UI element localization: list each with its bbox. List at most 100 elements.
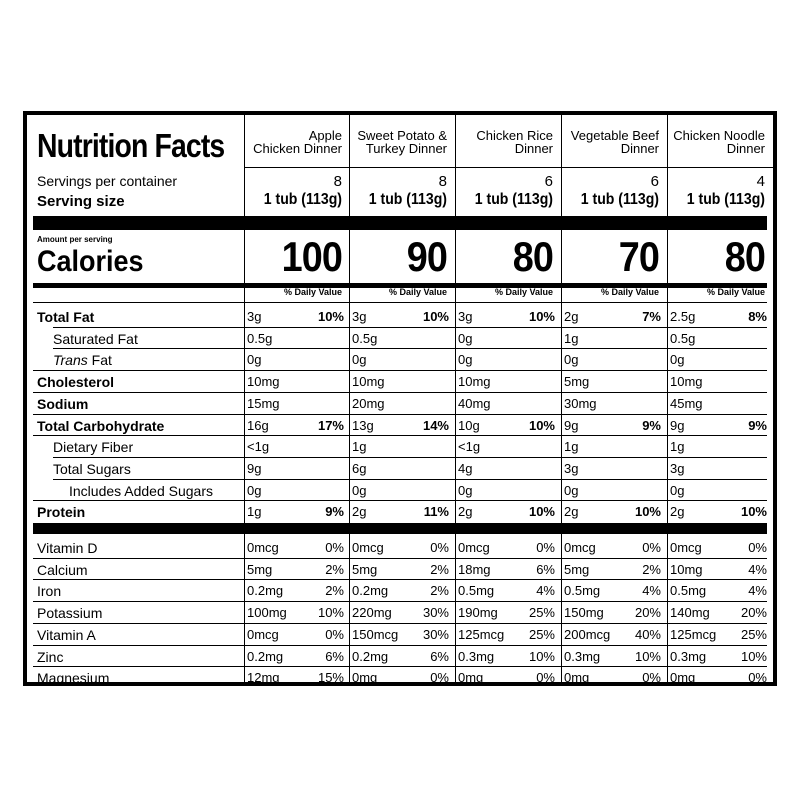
nutrient-daily-value: 0% [536,670,555,686]
nutrient-amount: 0.5mg [458,583,495,599]
nutrient-amount: 3g [247,309,262,324]
nutrient-label-7: Total Sugars [53,460,131,477]
nutrient-daily-value: 2% [430,561,449,577]
nutrient-daily-value: 4% [536,583,555,599]
nutrient-daily-value: 20% [740,605,767,621]
column-divider [455,115,456,682]
nutrient-amount: 0.5g [670,330,696,346]
nutrient-amount: 150mg [564,605,604,621]
serving-size-1: 1 tub (113g) [368,191,447,208]
nutrient-amount: 5mg [564,374,590,390]
nutrient-amount: 0g [458,482,473,498]
nutrient-label-3: Cholesterol [37,374,115,391]
row-rule [53,348,767,350]
product-name-0: Apple Chicken Dinner [253,128,342,156]
nutrient-daily-value: 30% [422,605,449,621]
nutrient-amount: 150mcg [352,626,399,642]
nutrient-amount: 0mcg [670,540,702,555]
daily-value-header-0: % Daily Value [283,287,342,297]
nutrient-label-1: Saturated Fat [53,330,138,347]
nutrient-amount: 0g [352,482,367,498]
nutrient-amount: 45mg [670,395,703,411]
nutrient-daily-value: 17% [317,417,344,433]
nutrient-daily-value: 25% [740,626,767,642]
column-divider [561,115,562,682]
nutrient-amount: 1g [670,439,685,455]
nutrient-daily-value: 0% [430,670,449,686]
servings-per-container-label: Servings per container [37,173,178,189]
nutrient-label-10: Vitamin D [37,540,98,556]
nutrient-daily-value: 2% [325,583,344,599]
nutrient-amount: 0g [352,352,367,368]
nutrient-amount: 0.5mg [564,583,601,599]
row-rule [53,326,767,328]
nutrient-daily-value: 2% [430,583,449,599]
nutrient-label-6: Dietary Fiber [53,439,134,456]
label-title: Nutrition Facts [37,127,225,164]
nutrient-amount: 5mg [564,561,590,577]
nutrient-amount: 0g [458,330,473,346]
servings-count-3: 6 [650,173,659,190]
nutrient-daily-value: 0% [325,626,344,642]
rule-below-names [244,167,773,168]
nutrient-amount: 10mg [670,374,703,390]
nutrient-daily-value: 10% [317,309,344,324]
nutrient-amount: 1g [564,330,579,346]
nutrient-amount: 1g [352,439,367,455]
nutrient-amount: 0mcg [458,540,490,555]
nutrient-amount: 2g [458,504,473,520]
nutrient-amount: 12mg [247,670,280,686]
nutrient-amount: 3g [670,460,685,476]
nutrient-daily-value: 10% [634,504,661,520]
row-rule [33,644,767,646]
nutrient-label-11: Calcium [37,561,88,578]
nutrient-amount: 4g [458,460,473,476]
serving-size-0: 1 tub (113g) [263,191,342,208]
nutrient-amount: 0mg [564,670,590,686]
nutrient-daily-value: 0% [536,540,555,555]
calories-value-2: 80 [512,233,554,280]
nutrient-amount: 0.2mg [247,648,284,664]
nutrient-amount: 10mg [670,561,703,577]
nutrient-amount: 15mg [247,395,280,411]
nutrient-amount: 140mg [670,605,710,621]
calories-value-1: 90 [406,233,448,280]
nutrient-amount: 125mcg [670,626,717,642]
nutrient-amount: 0g [247,352,262,368]
servings-count-1: 8 [438,173,447,190]
product-name-1: Sweet Potato & Turkey Dinner [357,128,447,156]
rule-below-dv [33,302,767,303]
row-rule [33,557,767,559]
row-rule [33,622,767,624]
nutrient-amount: 2.5g [670,309,696,324]
nutrient-amount: 1g [564,439,579,455]
row-rule [53,478,767,480]
row-rule [33,601,767,603]
nutrient-daily-value: 6% [325,648,344,664]
nutrient-daily-value: 10% [740,648,767,664]
nutrient-daily-value: 8% [748,309,767,324]
nutrient-daily-value: 10% [528,309,555,324]
nutrient-daily-value: 14% [422,417,449,433]
nutrient-amount: 0mcg [352,540,384,555]
nutrient-amount: <1g [247,439,270,455]
nutrient-label-4: Sodium [37,395,89,412]
nutrient-daily-value: 11% [423,504,449,520]
nutrient-daily-value: 0% [642,540,661,555]
nutrient-amount: 0g [458,352,473,368]
nutrient-label-14: Vitamin A [37,626,96,643]
row-rule [33,500,767,502]
nutrient-daily-value: 10% [317,605,344,621]
nutrient-daily-value: 0% [748,670,767,686]
calories-value-4: 80 [724,233,766,280]
column-divider [349,115,350,682]
nutrient-daily-value: 0% [325,540,344,555]
nutrient-amount: 0mg [670,670,696,686]
nutrient-amount: 13g [352,417,374,433]
nutrient-amount: 0.5g [247,330,273,346]
nutrient-daily-value: 0% [642,670,661,686]
product-name-3: Vegetable Beef Dinner [570,128,659,156]
row-rule [33,435,767,437]
nutrient-amount: 0.2mg [352,648,389,664]
nutrient-label-13: Potassium [37,605,103,622]
